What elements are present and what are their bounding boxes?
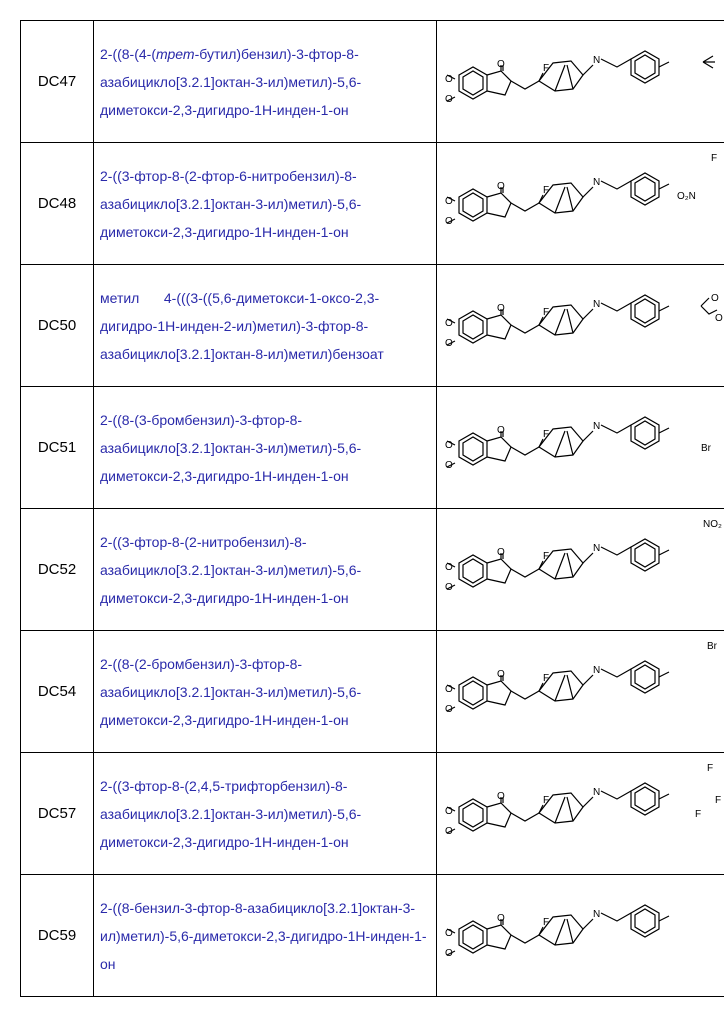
compound-name: 2-((8-(3-бромбензил)-3-фтор-8-азабицикло… — [94, 387, 437, 509]
svg-text:F: F — [715, 795, 721, 806]
structure-diagram: O O O F N OO — [437, 265, 724, 387]
svg-text:O: O — [715, 313, 723, 324]
compound-name: 2-((8-(2-бромбензил)-3-фтор-8-азабицикло… — [94, 631, 437, 753]
table-row: DC482-((3-фтор-8-(2-фтор-6-нитробензил)-… — [21, 143, 724, 265]
name-text: метил — [100, 284, 160, 312]
structure-diagram: O O O F N Br — [437, 631, 724, 753]
svg-text:N: N — [593, 787, 600, 798]
structure-diagram: O O O F N — [437, 875, 724, 997]
compound-name: 2-((3-фтор-8-(2-нитробензил)-8-азабицикл… — [94, 509, 437, 631]
compound-code: DC51 — [21, 387, 94, 509]
svg-text:O₂N: O₂N — [677, 191, 696, 202]
compound-code: DC50 — [21, 265, 94, 387]
table-row: DC592-((8-бензил-3-фтор-8-азабицикло[3.2… — [21, 875, 724, 997]
table-row: DC542-((8-(2-бромбензил)-3-фтор-8-азабиц… — [21, 631, 724, 753]
compound-code: DC48 — [21, 143, 94, 265]
structure-diagram: O O O F N FFF — [437, 753, 724, 875]
svg-text:N: N — [593, 299, 600, 310]
structure-diagram: O O O F N NO₂ — [437, 509, 724, 631]
structure-diagram: O O O F N — [437, 21, 724, 143]
table-row: DC512-((8-(3-бромбензил)-3-фтор-8-азабиц… — [21, 387, 724, 509]
svg-text:N: N — [593, 665, 600, 676]
compound-code: DC52 — [21, 509, 94, 631]
svg-text:Br: Br — [701, 443, 712, 454]
svg-text:O: O — [711, 293, 719, 304]
structure-diagram: O O O F N Br — [437, 387, 724, 509]
svg-text:Br: Br — [707, 641, 718, 652]
structure-diagram: O O O F N FO₂N — [437, 143, 724, 265]
svg-text:NO₂: NO₂ — [703, 519, 722, 530]
svg-text:F: F — [707, 763, 713, 774]
compound-name: 2-((8-(4-(трет-бутил)бензил)-3-фтор-8-аз… — [94, 21, 437, 143]
svg-text:N: N — [593, 177, 600, 188]
compound-name: метил 4-(((3-((5,6-диметокси-1-оксо-2,3-… — [94, 265, 437, 387]
svg-text:F: F — [695, 809, 701, 820]
compound-name: 2-((3-фтор-8-(2,4,5-трифторбензил)-8-аза… — [94, 753, 437, 875]
compound-code: DC59 — [21, 875, 94, 997]
name-italic: трет — [156, 46, 195, 62]
compound-name: 2-((8-бензил-3-фтор-8-азабицикло[3.2.1]о… — [94, 875, 437, 997]
compound-table: DC472-((8-(4-(трет-бутил)бензил)-3-фтор-… — [20, 20, 724, 997]
svg-text:N: N — [593, 421, 600, 432]
svg-text:N: N — [593, 543, 600, 554]
table-row: DC522-((3-фтор-8-(2-нитробензил)-8-азаби… — [21, 509, 724, 631]
table-row: DC572-((3-фтор-8-(2,4,5-трифторбензил)-8… — [21, 753, 724, 875]
svg-text:F: F — [711, 153, 717, 164]
compound-code: DC54 — [21, 631, 94, 753]
compound-name: 2-((3-фтор-8-(2-фтор-6-нитробензил)-8-аз… — [94, 143, 437, 265]
table-row: DC50метил 4-(((3-((5,6-диметокси-1-оксо-… — [21, 265, 724, 387]
compound-code: DC47 — [21, 21, 94, 143]
name-text: 2-((8-(4-( — [100, 46, 156, 62]
svg-text:N: N — [593, 55, 600, 66]
table-row: DC472-((8-(4-(трет-бутил)бензил)-3-фтор-… — [21, 21, 724, 143]
compound-code: DC57 — [21, 753, 94, 875]
svg-text:N: N — [593, 909, 600, 920]
